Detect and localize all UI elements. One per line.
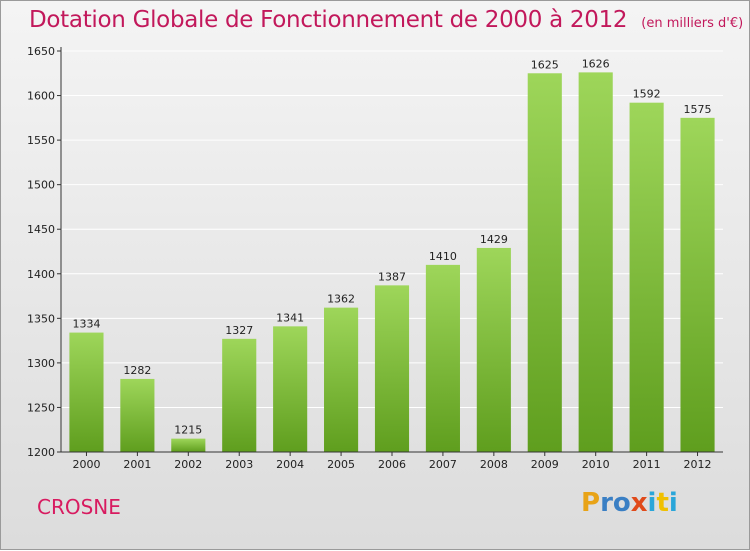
- bar: [222, 338, 257, 452]
- x-tick-label: 2008: [480, 458, 508, 471]
- y-tick-label: 1350: [27, 312, 55, 325]
- y-tick-label: 1650: [27, 45, 55, 58]
- x-tick-label: 2002: [174, 458, 202, 471]
- chart-unit: (en milliers d'€): [641, 16, 744, 31]
- bars: [69, 72, 715, 453]
- x-tick-label: 2012: [684, 458, 712, 471]
- x-tick-label: 2003: [225, 458, 253, 471]
- value-label: 1327: [225, 324, 253, 337]
- value-label: 1429: [480, 233, 508, 246]
- x-tick-label: 2009: [531, 458, 559, 471]
- bar: [629, 102, 664, 452]
- bar: [171, 438, 206, 452]
- value-label: 1410: [429, 250, 457, 263]
- logo-letter: t: [656, 488, 669, 518]
- y-tick-labels: 1200 1250 1300 1350 1400 1450 1500 1550 1600 1650: [27, 45, 55, 459]
- value-label: 1626: [582, 57, 610, 70]
- logo-letter: i: [647, 488, 657, 518]
- y-tick-label: 1250: [27, 401, 55, 414]
- y-tick-label: 1450: [27, 223, 55, 236]
- bar: [476, 247, 511, 452]
- value-label: 1341: [276, 311, 304, 324]
- value-label: 1387: [378, 270, 406, 283]
- value-labels: 1334 1282 1215 1327 1341 1362 1387 1410 1429 1625…: [72, 57, 711, 436]
- logo-letter: r: [600, 488, 613, 518]
- y-tick-label: 1500: [27, 179, 55, 192]
- value-label: 1592: [633, 88, 661, 101]
- logo-letter: P: [581, 488, 601, 518]
- bar: [374, 285, 410, 452]
- logo-letter: o: [612, 488, 631, 518]
- x-tick-label: 2001: [123, 458, 151, 471]
- chart-title: Dotation Globale de Fonctionnement de 20…: [29, 7, 743, 33]
- x-tick-label: 2006: [378, 458, 406, 471]
- commune-name: CROSNE: [37, 495, 121, 519]
- x-tick-label: 2004: [276, 458, 304, 471]
- y-tick-label: 1600: [27, 90, 55, 103]
- x-tick-label: 2007: [429, 458, 457, 471]
- y-tick-label: 1200: [27, 446, 55, 459]
- bar: [273, 326, 308, 452]
- x-tick-label: 2005: [327, 458, 355, 471]
- value-label: 1282: [123, 364, 151, 377]
- value-label: 1625: [531, 58, 559, 71]
- chart-title-text: Dotation Globale de Fonctionnement de 20…: [29, 7, 628, 33]
- y-tick-label: 1550: [27, 134, 55, 147]
- bar: [425, 264, 460, 452]
- bar: [680, 117, 715, 452]
- proxiti-logo: Proxiti: [581, 488, 678, 518]
- x-tick-label: 2000: [72, 458, 100, 471]
- y-tick-label: 1300: [27, 357, 55, 370]
- x-tick-label: 2011: [633, 458, 661, 471]
- value-label: 1215: [174, 424, 202, 437]
- bar: [324, 307, 359, 452]
- value-label: 1362: [327, 293, 355, 306]
- logo-letter: i: [668, 488, 678, 518]
- logo-letter: x: [630, 488, 648, 518]
- y-tick-label: 1400: [27, 268, 55, 281]
- value-label: 1575: [684, 103, 712, 116]
- bar: [578, 72, 613, 453]
- x-tick-labels: 2000 2001 2002 2003 2004 2005 2006 2007 2008 2009…: [72, 452, 712, 471]
- x-tick-label: 2010: [582, 458, 610, 471]
- bar: [527, 73, 562, 453]
- bar: [120, 378, 155, 452]
- value-label: 1334: [72, 318, 100, 331]
- bar: [69, 332, 104, 452]
